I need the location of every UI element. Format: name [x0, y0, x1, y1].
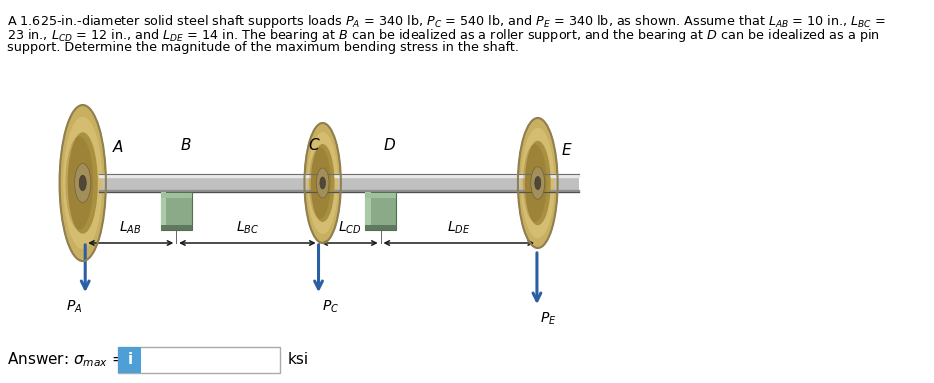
Text: $L_{AB}$: $L_{AB}$	[120, 219, 142, 236]
Ellipse shape	[309, 147, 331, 219]
Ellipse shape	[521, 128, 555, 238]
Ellipse shape	[320, 177, 325, 189]
Text: support. Determine the magnitude of the maximum bending stress in the shaft.: support. Determine the magnitude of the …	[7, 41, 518, 54]
Ellipse shape	[518, 118, 558, 248]
Bar	[365, 192, 371, 230]
Bar	[365, 192, 396, 230]
Text: A 1.625-in.-diameter solid steel shaft supports loads $P_A$ = 340 lb, $P_C$ = 54: A 1.625-in.-diameter solid steel shaft s…	[7, 13, 885, 30]
Bar	[365, 226, 396, 230]
Text: ksi: ksi	[288, 352, 309, 368]
Bar	[161, 192, 166, 230]
Text: B: B	[180, 138, 191, 153]
Bar	[161, 192, 192, 230]
Bar	[161, 226, 192, 230]
Text: $L_{DE}$: $L_{DE}$	[447, 219, 471, 236]
Bar	[99, 174, 579, 192]
Text: D: D	[384, 138, 396, 153]
Text: $P_E$: $P_E$	[540, 311, 557, 327]
Text: 23 in., $L_{CD}$ = 12 in., and $L_{DE}$ = 14 in. The bearing at $B$ can be ideal: 23 in., $L_{CD}$ = 12 in., and $L_{DE}$ …	[7, 27, 879, 44]
Ellipse shape	[525, 141, 551, 225]
Text: A: A	[112, 140, 123, 155]
Text: i: i	[127, 352, 133, 368]
Text: E: E	[561, 143, 572, 158]
Text: $P_C$: $P_C$	[322, 299, 339, 315]
Ellipse shape	[307, 132, 338, 234]
Ellipse shape	[67, 132, 98, 234]
Ellipse shape	[311, 144, 334, 222]
Ellipse shape	[304, 123, 341, 243]
Ellipse shape	[531, 167, 545, 199]
Ellipse shape	[317, 168, 329, 198]
Text: $P_A$: $P_A$	[65, 299, 82, 315]
Ellipse shape	[75, 164, 91, 203]
Ellipse shape	[60, 105, 106, 261]
Text: $L_{BC}$: $L_{BC}$	[235, 219, 259, 236]
Text: Answer: $\sigma_{max}$ =: Answer: $\sigma_{max}$ =	[7, 351, 126, 369]
Ellipse shape	[63, 117, 103, 249]
Bar	[119, 347, 141, 373]
Text: $L_{CD}$: $L_{CD}$	[338, 219, 361, 236]
Bar	[119, 347, 279, 373]
Bar	[365, 193, 396, 198]
Bar	[161, 193, 192, 198]
Ellipse shape	[65, 136, 93, 230]
Ellipse shape	[535, 177, 541, 190]
Ellipse shape	[523, 144, 546, 222]
Ellipse shape	[79, 175, 86, 191]
Text: C: C	[308, 138, 318, 153]
